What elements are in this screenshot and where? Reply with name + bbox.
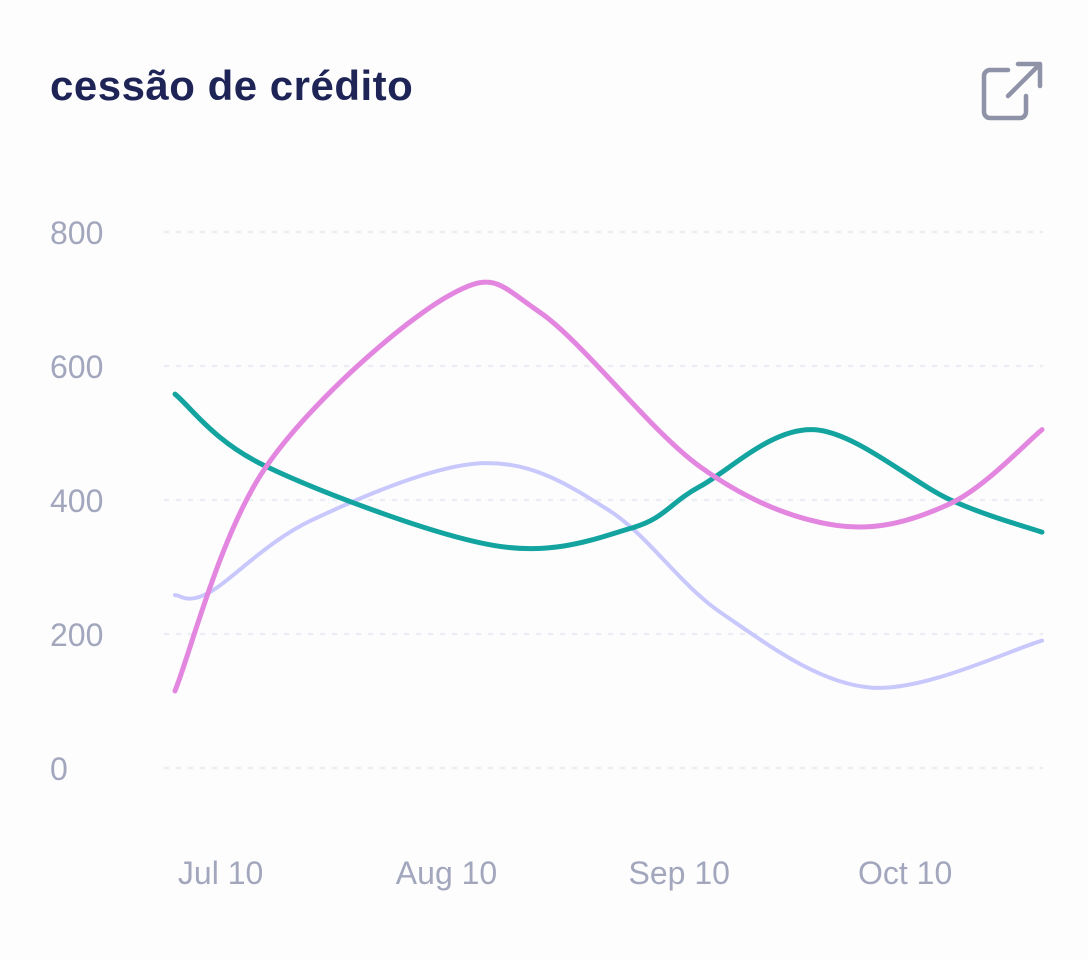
external-link-icon[interactable]	[978, 58, 1046, 126]
x-axis-ticks: Jul 10 Aug 10 Sep 10 Oct 10	[178, 855, 952, 891]
x-tick-label: Aug 10	[396, 855, 497, 891]
series-layer	[172, 279, 1045, 694]
y-tick-label: 600	[50, 349, 103, 385]
y-axis-ticks: 0 200 400 600 800	[50, 215, 103, 787]
y-tick-label: 400	[50, 483, 103, 519]
external-link-icon-graphic	[981, 61, 1043, 121]
y-tick-label: 200	[50, 617, 103, 653]
series-line-1[interactable]	[172, 279, 1045, 694]
card-title: cessão de crédito	[50, 62, 414, 109]
x-tick-label: Oct 10	[858, 855, 952, 891]
grid-layer	[163, 230, 1044, 770]
y-tick-label: 800	[50, 215, 103, 251]
x-tick-label: Jul 10	[178, 855, 263, 891]
series-line-2[interactable]	[172, 391, 1045, 552]
y-tick-label: 0	[50, 751, 68, 787]
x-tick-label: Sep 10	[629, 855, 730, 891]
series-line-3[interactable]	[173, 461, 1044, 690]
